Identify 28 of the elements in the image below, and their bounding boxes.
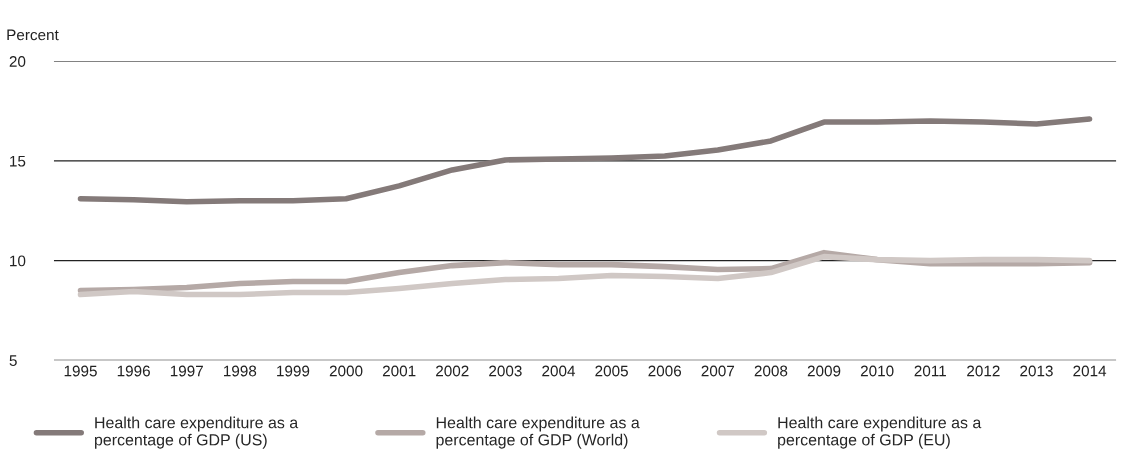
x-tick-label: 2011 [914, 365, 946, 377]
y-tick-label: 10 [10, 255, 26, 267]
x-tick-label: 2005 [595, 365, 628, 377]
x-tick-label: 1999 [277, 365, 310, 377]
y-tick-label: 15 [10, 155, 26, 167]
x-tick-label: 2002 [436, 365, 469, 377]
y-tick-label: 20 [9, 56, 26, 67]
legend-label: Health care expenditure as a percentage of GDP (World) [436, 416, 640, 449]
x-tick-label: 2006 [648, 365, 682, 377]
x-tick-label: 1996 [117, 365, 150, 377]
legend-label: Health care expenditure as a percentage of GDP (EU) [778, 416, 982, 449]
x-tick-label: 2001 [382, 365, 416, 377]
x-tick-label: 2004 [542, 365, 576, 377]
x-tick-label: 2014 [1073, 365, 1107, 377]
legend-label: Health care expenditure as a percentage of GDP (US) [94, 416, 299, 449]
y-axis-title: Percent [7, 29, 59, 41]
x-tick-label: 2008 [754, 365, 788, 377]
x-tick-label: 1998 [224, 365, 257, 377]
x-tick-label: 2009 [807, 365, 841, 377]
y-tick-label: 5 [9, 355, 17, 366]
x-tick-label: 2007 [701, 365, 735, 377]
x-tick-label: 1995 [64, 365, 97, 377]
x-tick-label: 2003 [489, 365, 522, 377]
x-tick-label: 2010 [860, 365, 894, 377]
x-tick-label: 2013 [1020, 365, 1053, 377]
x-tick-label: 2000 [329, 365, 363, 377]
x-tick-label: 2012 [967, 365, 1000, 377]
x-tick-label: 1997 [170, 365, 203, 377]
